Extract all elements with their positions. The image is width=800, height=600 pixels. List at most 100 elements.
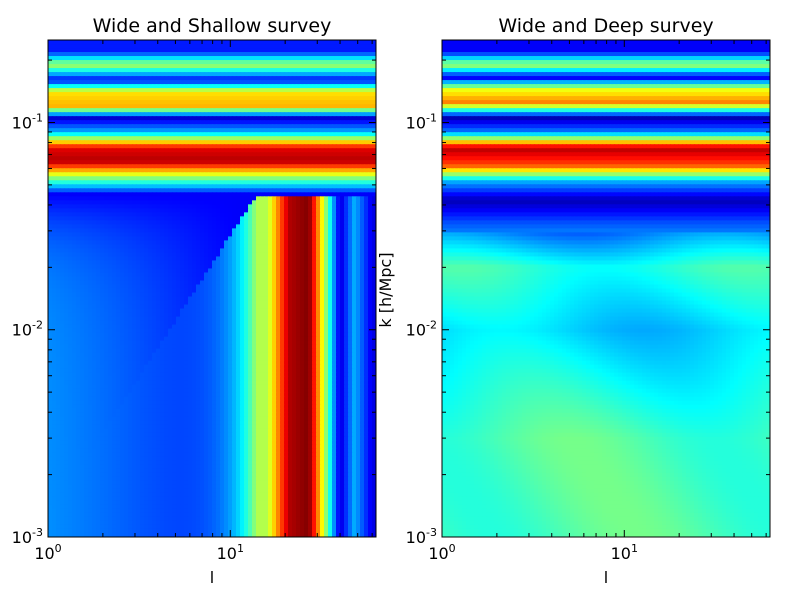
heatmap-cell — [268, 196, 273, 201]
heatmap-cell — [220, 188, 225, 193]
heatmap-cell — [228, 148, 233, 153]
heatmap-cell — [304, 200, 309, 205]
heatmap-cell — [72, 108, 77, 113]
heatmap-cell — [284, 76, 289, 81]
heatmap-cell — [60, 112, 65, 117]
heatmap-cell — [104, 256, 109, 262]
heatmap-cell — [96, 116, 101, 121]
heatmap-cell — [84, 156, 89, 161]
heatmap-cell — [56, 240, 61, 246]
heatmap-cell — [224, 164, 229, 169]
heatmap-cell — [372, 272, 376, 278]
heatmap-cell — [196, 136, 201, 141]
heatmap-cell — [216, 200, 221, 205]
heatmap-cell — [340, 92, 345, 97]
heatmap-cell — [252, 120, 257, 125]
heatmap-cell — [208, 140, 213, 145]
heatmap-cell — [204, 124, 209, 129]
heatmap-cell — [204, 268, 209, 274]
heatmap-cell — [148, 212, 153, 217]
heatmap-cell — [156, 248, 161, 254]
heatmap-cell — [336, 268, 341, 274]
heatmap-cell — [140, 96, 145, 101]
heatmap-cell — [120, 252, 125, 258]
heatmap-cell — [204, 188, 209, 193]
heatmap-cell — [184, 252, 189, 258]
heatmap-cell — [344, 100, 349, 105]
heatmap-cell — [120, 104, 125, 109]
heatmap-cell — [240, 116, 245, 121]
heatmap-cell — [116, 124, 121, 129]
heatmap-cell — [112, 256, 117, 262]
heatmap-cell — [200, 272, 205, 278]
heatmap-cell — [276, 180, 281, 185]
heatmap-cell — [100, 80, 105, 85]
heatmap-cell — [140, 208, 145, 213]
heatmap-cell — [136, 116, 141, 121]
heatmap-cell — [296, 108, 301, 113]
heatmap-cell — [320, 272, 325, 278]
heatmap-cell — [220, 228, 225, 233]
heatmap-cell — [268, 216, 273, 221]
heatmap-cell — [296, 96, 301, 101]
heatmap-cell — [160, 84, 165, 89]
heatmap-cell — [292, 132, 297, 137]
heatmap-cell — [268, 148, 273, 153]
heatmap-cell — [268, 256, 273, 262]
heatmap-cell — [280, 132, 285, 137]
heatmap-cell — [144, 116, 149, 121]
heatmap-cell — [56, 144, 61, 149]
heatmap-cell — [252, 152, 257, 157]
heatmap-cell — [248, 260, 253, 266]
heatmap-cell — [216, 260, 221, 266]
heatmap-cell — [352, 152, 357, 157]
heatmap-cell — [100, 84, 105, 89]
heatmap-cell — [332, 152, 337, 157]
heatmap-cell — [336, 76, 341, 81]
heatmap-cell — [224, 280, 229, 286]
heatmap-cell — [256, 248, 261, 254]
heatmap-cell — [296, 224, 301, 229]
heatmap-cell — [196, 132, 201, 137]
heatmap-cell — [76, 256, 81, 262]
heatmap-cell — [216, 268, 221, 274]
heatmap-cell — [192, 100, 197, 105]
heatmap-cell — [240, 64, 245, 69]
heatmap-cell — [96, 84, 101, 89]
heatmap-cell — [356, 184, 361, 189]
heatmap-cell — [240, 124, 245, 129]
heatmap-cell — [200, 56, 205, 61]
heatmap-cell — [184, 88, 189, 93]
heatmap-cell — [240, 44, 245, 49]
heatmap-cell — [248, 216, 253, 221]
heatmap-cell — [240, 48, 245, 53]
heatmap-cell — [368, 200, 373, 205]
heatmap-cell — [364, 112, 369, 117]
heatmap-cell — [164, 188, 169, 193]
heatmap-cell — [268, 252, 273, 258]
heatmap-cell — [296, 48, 301, 53]
heatmap-cell — [52, 192, 57, 197]
heatmap-cell — [176, 60, 181, 65]
heatmap-cell — [92, 236, 97, 242]
heatmap-cell — [332, 72, 337, 77]
heatmap-cell — [180, 44, 185, 49]
heatmap-cell — [344, 80, 349, 85]
heatmap-cell — [204, 76, 209, 81]
heatmap-cell — [224, 184, 229, 189]
heatmap-cell — [304, 208, 309, 213]
heatmap-cell — [92, 224, 97, 229]
heatmap-cell — [360, 264, 365, 270]
heatmap-cell — [316, 116, 321, 121]
heatmap-cell — [328, 176, 333, 181]
heatmap-cell — [264, 148, 269, 153]
heatmap-cell — [48, 212, 53, 217]
heatmap-cell — [180, 84, 185, 89]
heatmap-cell — [344, 248, 349, 254]
heatmap-cell — [304, 260, 309, 266]
heatmap-cell — [88, 192, 93, 197]
heatmap-cell — [264, 96, 269, 101]
heatmap-cell — [372, 52, 376, 57]
heatmap-cell — [160, 52, 165, 57]
heatmap-cell — [368, 84, 373, 89]
